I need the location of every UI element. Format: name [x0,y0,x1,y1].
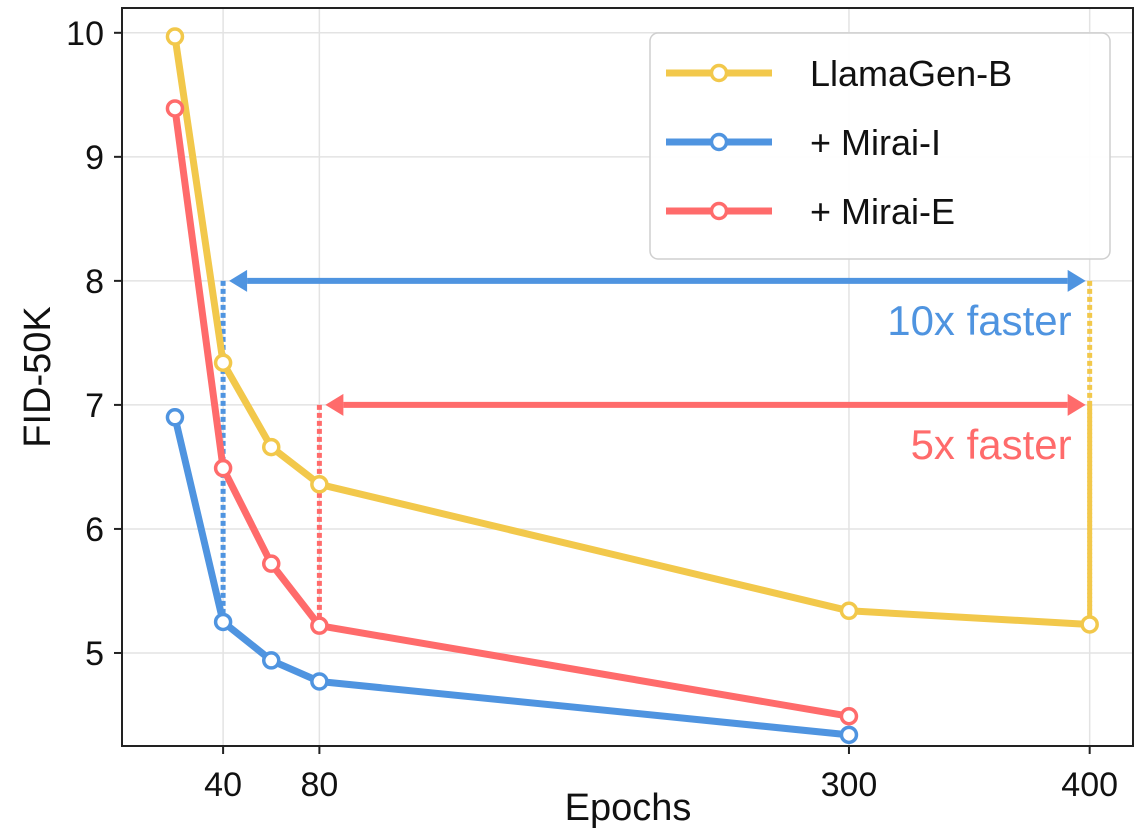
speedup-label: 5x faster [911,421,1072,468]
data-points [165,27,1099,745]
data-point [165,99,185,118]
data-point [213,612,233,632]
legend-swatch-marker [709,201,729,221]
speedup-label: 10x faster [887,297,1071,344]
y-axis-title: FID-50K [17,306,59,447]
x-axis-title: Epochs [565,787,692,829]
y-tick-label: 5 [85,635,104,673]
data-point [839,706,859,726]
y-tick-label: 8 [85,263,104,301]
data-point [310,672,329,691]
data-point [839,725,859,745]
data-point [165,408,185,427]
y-tick-label: 9 [85,139,104,177]
data-point [261,554,281,573]
data-point [213,458,233,478]
legend: LlamaGen-B + Mirai-I + Mirai-E [649,32,1111,260]
data-point [213,353,233,372]
data-point [1080,615,1099,634]
arrow-head-left [229,269,248,292]
legend-label: + Mirai-I [810,122,941,163]
speedup-arrows: 10x faster 5x faster [229,269,1086,468]
arrow-head-right [1067,393,1086,416]
x-tick-label: 300 [821,766,878,804]
arrow-head-left [325,393,344,416]
data-point [165,27,185,46]
x-axis-ticks: 40 80 300 400 [204,746,1118,804]
y-axis-ticks: 5 6 7 8 9 10 [66,15,122,673]
plot-frame [121,7,1134,747]
data-point [310,475,329,494]
legend-label: LlamaGen-B [810,53,1012,94]
series-line-1 [171,413,853,739]
y-tick-label: 7 [85,387,104,425]
legend-swatch-marker [709,63,729,83]
y-tick-label: 10 [66,15,104,53]
legend-box [649,32,1111,260]
data-point [310,616,329,635]
x-tick-label: 400 [1061,766,1118,804]
data-point [261,651,281,670]
data-point [839,601,859,621]
x-tick-label: 40 [204,766,242,804]
x-tick-label: 80 [300,766,338,804]
y-tick-label: 6 [85,511,104,549]
legend-swatch-marker [709,132,729,152]
data-point [261,437,281,457]
legend-label: + Mirai-E [810,191,955,232]
series-line-0 [171,33,1094,628]
arrow-head-right [1067,269,1086,292]
